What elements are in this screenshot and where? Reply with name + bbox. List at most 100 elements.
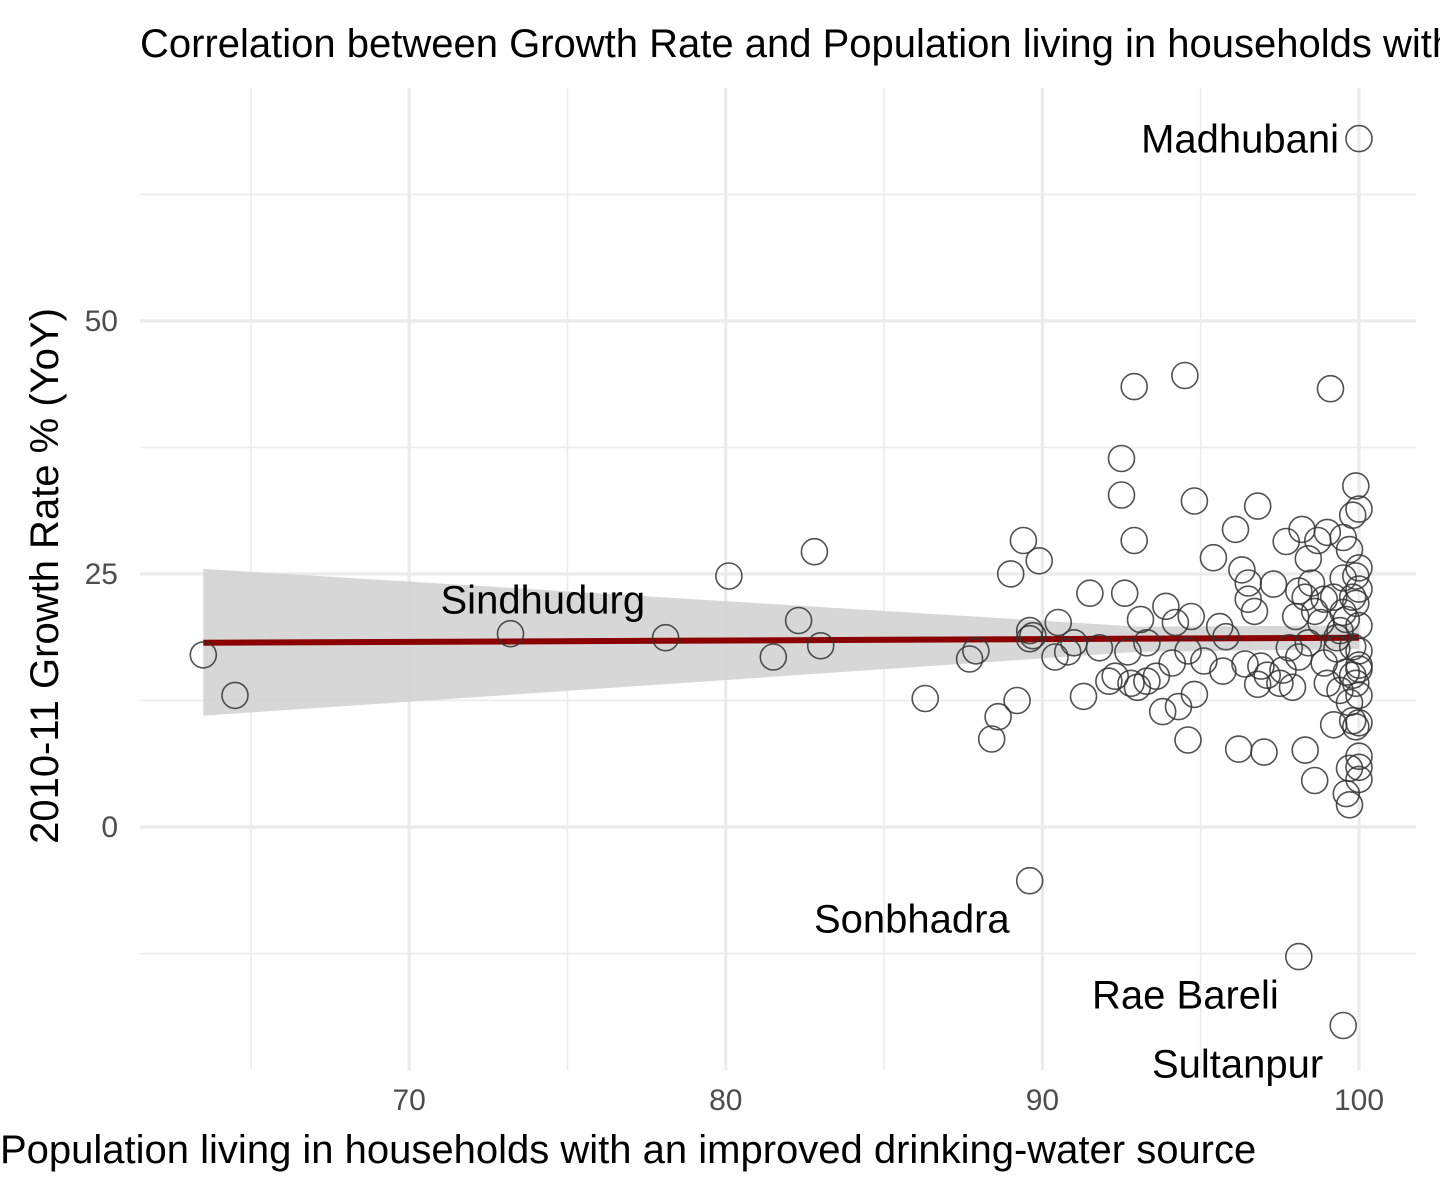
data-point (800, 537, 829, 566)
data-point (1120, 526, 1148, 555)
data-point (496, 619, 525, 648)
data-point (1294, 628, 1323, 657)
data-point (996, 560, 1025, 588)
data-point (1342, 669, 1370, 698)
data-point (1174, 726, 1202, 754)
trend-line-path (203, 634, 1360, 646)
data-point (1310, 585, 1338, 614)
data-point (1243, 670, 1272, 699)
data-point (1205, 612, 1234, 641)
data-point (1345, 651, 1373, 679)
data-point (1326, 676, 1354, 705)
data-point (784, 606, 813, 635)
data-point (984, 702, 1012, 731)
data-point (1335, 535, 1364, 564)
data-point (651, 623, 680, 652)
data-point (1120, 372, 1148, 401)
data-point (1107, 444, 1136, 473)
data-point (1044, 608, 1072, 637)
data-point (1009, 526, 1038, 555)
data-point (1221, 515, 1250, 544)
data-point (1228, 556, 1256, 584)
data-point (1345, 554, 1373, 582)
data-point (1095, 667, 1123, 696)
data-point (1114, 638, 1142, 666)
y-tick-label: 0 (101, 811, 118, 844)
data-point (1133, 628, 1161, 657)
data-point (1345, 765, 1373, 794)
data-point (1329, 564, 1357, 592)
data-point (1342, 589, 1370, 618)
data-point (1209, 657, 1237, 685)
data-point (1019, 621, 1047, 650)
data-point (1069, 682, 1098, 711)
data-point (1345, 495, 1373, 523)
x-tick-label: 70 (392, 1084, 425, 1117)
annotation-label: Madhubani (1141, 118, 1339, 162)
data-point (1342, 472, 1370, 500)
data-point (1338, 501, 1367, 530)
x-axis-title: Population living in households with an … (0, 1128, 1256, 1172)
data-point (1085, 633, 1114, 662)
data-point (1338, 583, 1367, 612)
data-point (715, 562, 743, 590)
data-point (1345, 742, 1373, 771)
y-tick-label: 25 (85, 558, 118, 591)
data-point (1338, 632, 1367, 661)
data-point (1015, 616, 1044, 645)
data-point (1345, 124, 1373, 153)
data-point (1300, 766, 1329, 795)
data-point (806, 631, 835, 660)
annotation-label: Sonbhadra (814, 898, 1010, 942)
annotation-label: Rae Bareli (1092, 974, 1279, 1018)
data-point (1323, 635, 1351, 663)
data-point (1332, 605, 1361, 634)
data-point (1164, 692, 1193, 721)
data-point (1101, 662, 1129, 691)
data-point (1291, 736, 1319, 764)
y-axis-ticks: 0 25 50 (85, 305, 118, 844)
data-point (1015, 866, 1044, 895)
data-points (189, 124, 1373, 1040)
data-point (221, 681, 249, 710)
data-point (1259, 570, 1288, 598)
data-point (1142, 662, 1171, 691)
data-point (1316, 374, 1345, 403)
data-point (1319, 583, 1348, 612)
data-point (1345, 575, 1373, 603)
data-point (1003, 686, 1031, 715)
data-point (1126, 605, 1155, 634)
data-point (1199, 543, 1228, 572)
data-point (911, 684, 940, 713)
data-point (1231, 650, 1259, 678)
data-point (759, 643, 788, 671)
data-point (1180, 680, 1209, 709)
data-point (1123, 673, 1152, 702)
data-point (1117, 669, 1145, 698)
x-tick-label: 80 (709, 1084, 742, 1117)
data-point (1234, 585, 1262, 614)
data-point (189, 641, 218, 669)
data-point (1250, 738, 1278, 766)
data-point (1243, 492, 1272, 520)
trend-line (203, 634, 1360, 646)
data-point (1275, 633, 1304, 662)
x-tick-label: 100 (1334, 1084, 1384, 1117)
data-point (1133, 667, 1161, 696)
data-point (1345, 753, 1373, 782)
annotation-label: Sindhudurg (441, 579, 646, 623)
data-point (1272, 527, 1300, 556)
data-point (1107, 481, 1136, 509)
data-point (1332, 658, 1361, 686)
data-point (1161, 608, 1190, 637)
data-point (977, 725, 1006, 753)
x-tick-label: 90 (1026, 1084, 1059, 1117)
data-point (1158, 649, 1186, 677)
data-point (1281, 602, 1310, 631)
data-point (1342, 712, 1370, 741)
data-point (962, 637, 990, 665)
data-point (1323, 623, 1351, 652)
y-axis-title: 2010-11 Growth Rate % (YoY) (23, 308, 67, 844)
data-point (1152, 592, 1180, 621)
